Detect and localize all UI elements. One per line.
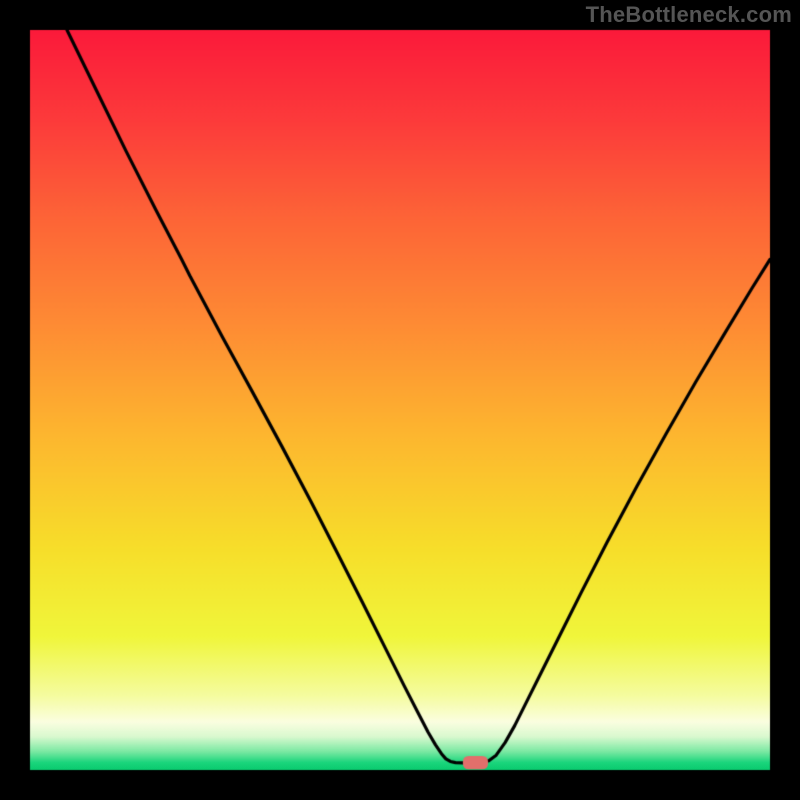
bottleneck-chart-canvas bbox=[0, 0, 800, 800]
watermark-text: TheBottleneck.com bbox=[586, 2, 792, 28]
